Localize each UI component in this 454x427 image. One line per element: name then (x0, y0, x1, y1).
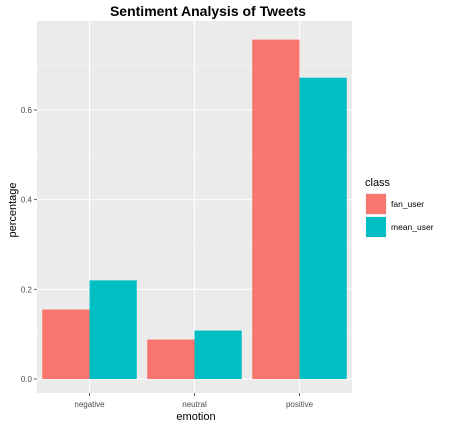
legend-label-mean_user: mean_user (391, 222, 434, 232)
x-tick-label: negative (74, 400, 105, 409)
x-axis-ticks: negative neutral positive (74, 393, 314, 409)
bar-mean_user-neutral (194, 330, 242, 379)
y-axis-title: percentage (7, 182, 19, 237)
legend-label-fan_user: fan_user (391, 199, 424, 209)
y-tick-label: 0.6 (21, 106, 33, 115)
x-axis-title: emotion (176, 411, 215, 423)
bar-mean_user-negative (89, 280, 137, 379)
bar-fan_user-negative (42, 309, 90, 379)
chart-title: Sentiment Analysis of Tweets (110, 3, 306, 19)
legend: class fan_user mean_user (365, 177, 434, 238)
bar-mean_user-positive (299, 77, 347, 379)
bar-fan_user-neutral (147, 339, 195, 379)
x-tick-label: neutral (182, 400, 207, 409)
bars (42, 39, 347, 380)
y-axis-ticks: 0.0 0.2 0.4 0.6 (21, 106, 37, 384)
y-tick-label: 0.2 (21, 285, 33, 294)
legend-key-fan_user (366, 194, 386, 214)
x-tick-label: positive (286, 400, 314, 409)
legend-title: class (365, 177, 391, 189)
legend-key-mean_user (366, 217, 386, 237)
y-tick-label: 0.4 (21, 196, 33, 205)
bar-fan_user-positive (252, 39, 300, 380)
y-tick-label: 0.0 (21, 375, 33, 384)
